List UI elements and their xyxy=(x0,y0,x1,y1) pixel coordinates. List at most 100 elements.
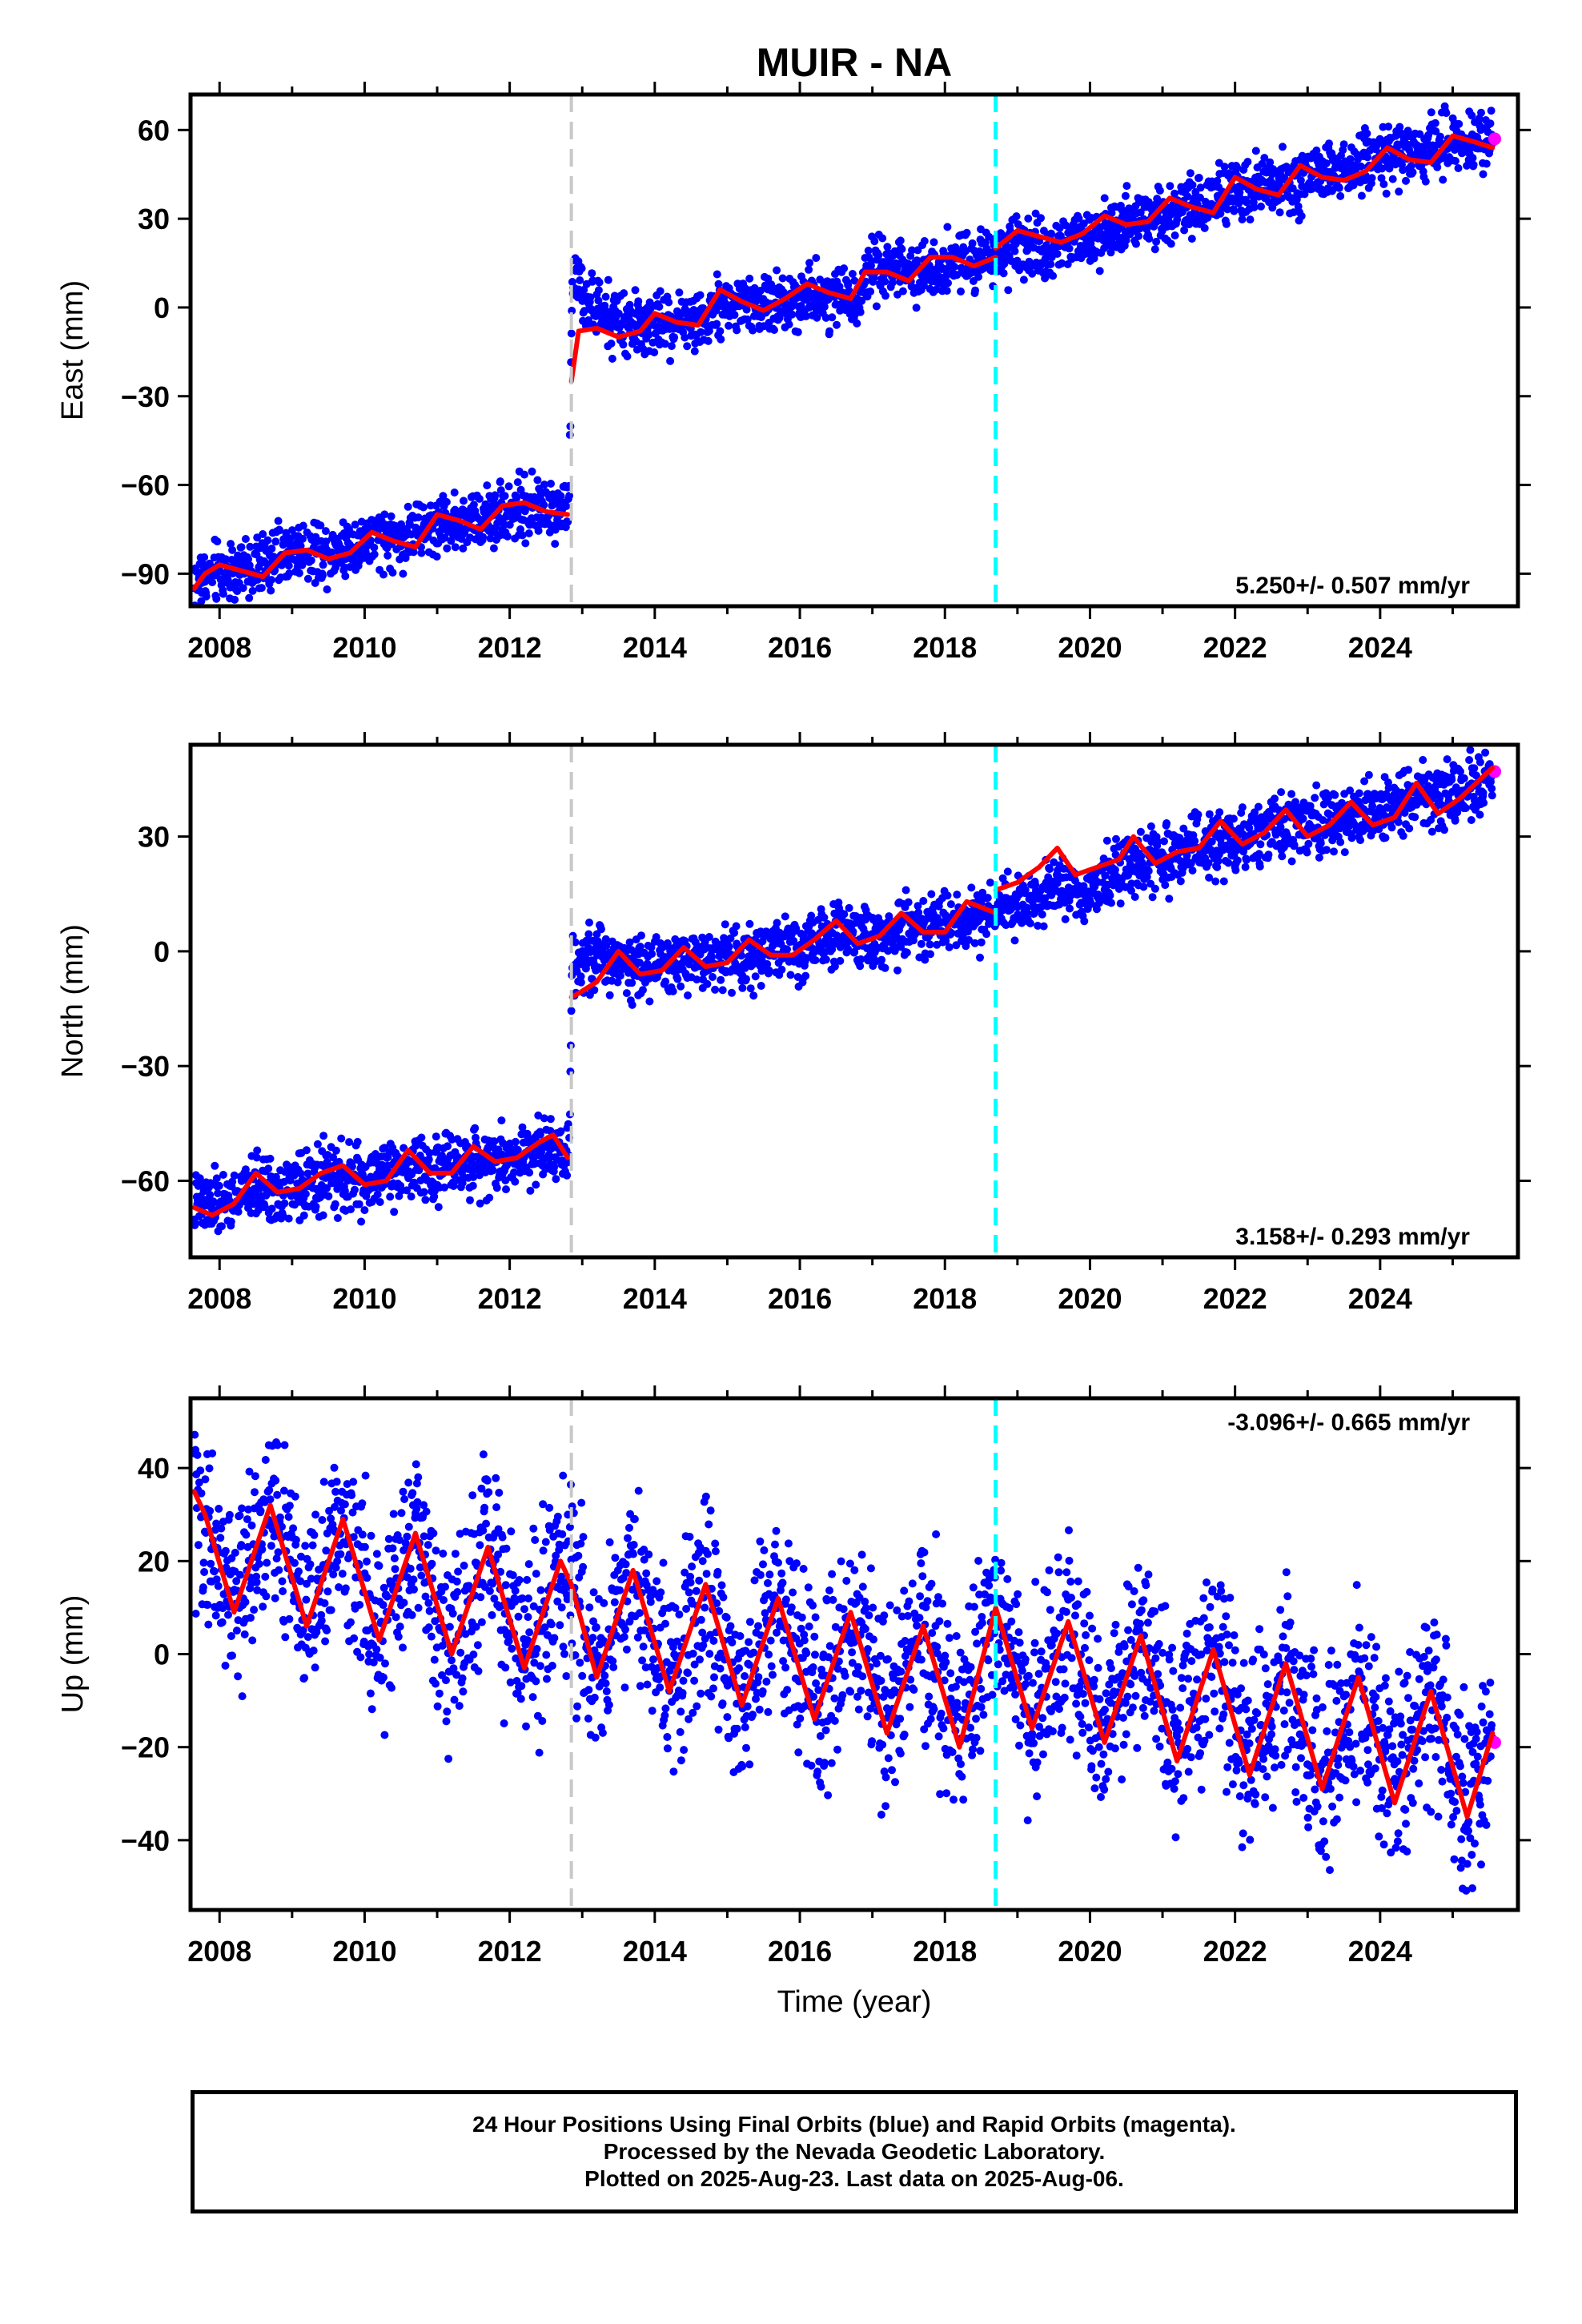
data-point xyxy=(241,1165,250,1174)
data-point xyxy=(540,501,548,509)
data-point xyxy=(404,502,412,511)
data-point xyxy=(1275,208,1284,217)
data-point xyxy=(1222,219,1231,228)
data-point xyxy=(1356,162,1365,171)
data-point xyxy=(943,891,952,900)
data-point xyxy=(345,1138,354,1147)
data-point xyxy=(970,939,979,947)
y-tick-label: 0 xyxy=(154,292,170,324)
data-point xyxy=(813,313,821,322)
data-point xyxy=(303,574,312,583)
data-point xyxy=(520,470,528,479)
data-point xyxy=(820,913,829,922)
data-point xyxy=(197,597,206,605)
data-point xyxy=(545,1154,554,1163)
data-point xyxy=(1408,168,1417,177)
data-point xyxy=(351,521,359,529)
data-point xyxy=(614,309,623,318)
data-point xyxy=(213,537,222,546)
x-tick-label: 2012 xyxy=(478,631,542,664)
data-point xyxy=(576,276,584,284)
data-point xyxy=(962,228,971,237)
data-point xyxy=(301,1189,310,1198)
data-point xyxy=(1322,846,1331,854)
data-point xyxy=(1287,790,1296,798)
data-point xyxy=(417,549,426,557)
data-point xyxy=(705,933,713,941)
data-point xyxy=(1165,895,1174,903)
data-point xyxy=(1316,838,1325,847)
data-point xyxy=(1278,852,1287,861)
data-point xyxy=(1003,867,1012,876)
data-point xyxy=(1160,837,1168,846)
data-point xyxy=(625,938,634,947)
data-point xyxy=(670,333,679,342)
data-point xyxy=(1183,192,1192,201)
data-point xyxy=(921,955,930,964)
data-point xyxy=(800,933,809,942)
data-point xyxy=(1214,857,1223,866)
data-point xyxy=(1176,877,1185,886)
x-tick-label: 2014 xyxy=(623,631,687,664)
data-point xyxy=(1242,855,1251,864)
model-curve xyxy=(191,500,571,591)
data-point xyxy=(444,1142,452,1151)
data-point xyxy=(805,259,814,267)
y-tick-label: −90 xyxy=(121,557,170,590)
data-point xyxy=(1037,214,1045,223)
data-point xyxy=(534,1111,543,1120)
data-point xyxy=(717,975,725,984)
data-point xyxy=(1139,883,1148,891)
data-point xyxy=(282,529,291,537)
data-point xyxy=(1066,904,1074,913)
data-point xyxy=(355,1200,363,1208)
data-point xyxy=(443,544,452,553)
data-point xyxy=(942,287,951,296)
data-point xyxy=(299,521,307,530)
data-point xyxy=(1042,241,1050,250)
data-point xyxy=(840,910,849,919)
data-point xyxy=(968,239,977,247)
data-point xyxy=(1431,127,1440,135)
data-point xyxy=(590,986,599,995)
data-point xyxy=(675,288,684,297)
data-point xyxy=(830,962,839,971)
data-point xyxy=(230,1171,239,1180)
data-point xyxy=(1150,245,1159,254)
data-point xyxy=(299,1211,308,1220)
data-point xyxy=(303,1169,312,1178)
data-point xyxy=(1296,176,1305,185)
data-point xyxy=(1074,214,1083,223)
data-point xyxy=(920,237,929,245)
data-point xyxy=(1238,803,1247,812)
data-point xyxy=(1235,188,1244,197)
data-point xyxy=(1482,159,1491,168)
data-point xyxy=(1223,205,1232,214)
data-point xyxy=(571,938,580,947)
data-point xyxy=(1195,174,1203,182)
data-point xyxy=(1306,802,1315,810)
data-point xyxy=(881,277,889,286)
data-point xyxy=(704,336,713,345)
data-point xyxy=(1188,866,1197,875)
data-point xyxy=(1019,275,1028,284)
data-point xyxy=(497,1116,506,1125)
data-point xyxy=(1188,181,1197,189)
data-point xyxy=(1137,852,1146,861)
data-point xyxy=(1205,810,1214,818)
data-point xyxy=(802,954,811,963)
data-point xyxy=(997,230,1006,239)
data-point xyxy=(1279,143,1287,151)
data-point xyxy=(713,320,721,328)
data-point xyxy=(602,942,611,950)
data-point xyxy=(697,328,705,336)
data-point xyxy=(296,541,305,550)
data-point xyxy=(387,512,396,521)
x-tick-label: 2020 xyxy=(1058,631,1122,664)
data-point xyxy=(608,354,616,363)
x-tick-label: 2008 xyxy=(187,631,251,664)
data-point xyxy=(469,501,478,509)
data-point xyxy=(284,1214,293,1223)
data-point xyxy=(488,1166,497,1175)
